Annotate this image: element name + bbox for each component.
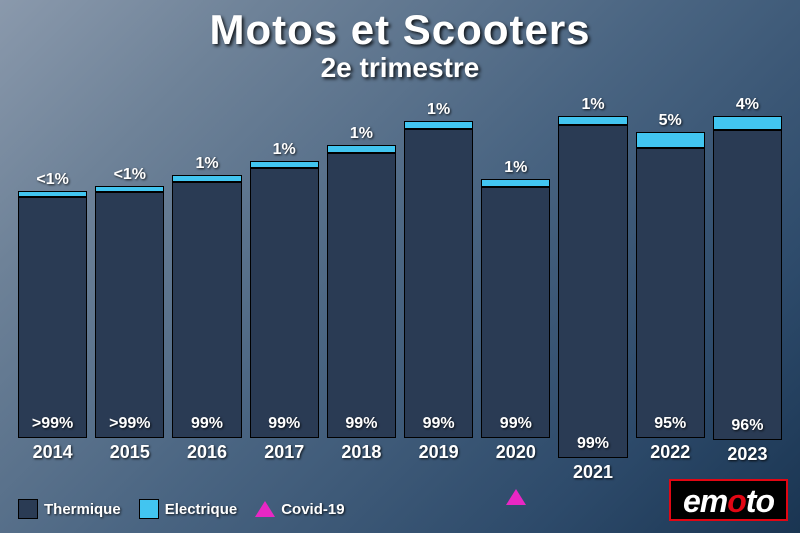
bar-col-2018: 1% 99% 2018 xyxy=(327,96,396,463)
bar-col-2020: 1% 99% 2020 xyxy=(481,96,550,463)
thermique-pct-label: 99% xyxy=(191,415,223,437)
chart-title: Motos et Scooters xyxy=(0,0,800,54)
triangle-icon xyxy=(255,501,275,517)
bar-segment-electrique xyxy=(636,132,705,148)
year-label: 2019 xyxy=(419,442,459,463)
electric-pct-label: 1% xyxy=(481,159,550,177)
covid-marker-icon xyxy=(506,489,526,505)
thermique-pct-label: 99% xyxy=(577,435,609,457)
electric-pct-label: 1% xyxy=(404,101,473,119)
bar-segment-electrique xyxy=(327,145,396,153)
year-label: 2021 xyxy=(573,462,613,483)
bar-wrap: 1% 99% xyxy=(404,96,473,438)
thermique-pct-label: 96% xyxy=(731,417,763,439)
logo-o: o xyxy=(727,483,746,519)
thermique-pct-label: 99% xyxy=(268,415,300,437)
bars-container: <1% >99% 2014 <1% >99% 2015 1% 99% 2016 1% 99% 2017… xyxy=(18,96,782,463)
bar-col-2019: 1% 99% 2019 xyxy=(404,96,473,463)
year-label: 2015 xyxy=(110,442,150,463)
bar-segment-thermique: >99% xyxy=(95,192,164,438)
year-label: 2023 xyxy=(727,444,767,465)
bar-col-2021: 1%99%2021 xyxy=(558,96,627,463)
legend: Thermique Electrique Covid-19 xyxy=(18,499,345,519)
swatch-icon xyxy=(139,499,159,519)
thermique-pct-label: >99% xyxy=(109,415,150,437)
bar-segment-electrique xyxy=(250,161,319,168)
bar-col-2014: <1% >99% 2014 xyxy=(18,96,87,463)
bar-segment-electrique xyxy=(713,116,782,130)
electric-pct-label: <1% xyxy=(95,166,164,184)
bar-col-2022: 5% 95% 2022 xyxy=(636,96,705,463)
electric-pct-label: <1% xyxy=(18,171,87,189)
thermique-pct-label: 99% xyxy=(423,415,455,437)
bar-col-2016: 1% 99% 2016 xyxy=(172,96,241,463)
bar-segment-electrique xyxy=(481,179,550,187)
bar-segment-thermique: 99% xyxy=(250,168,319,438)
thermique-pct-label: 99% xyxy=(345,415,377,437)
logo-pre: em xyxy=(683,483,727,519)
year-label: 2016 xyxy=(187,442,227,463)
bar-wrap: 4% 96% xyxy=(713,96,782,440)
year-label: 2018 xyxy=(341,442,381,463)
logo-text: emoto xyxy=(683,483,774,519)
bar-col-2015: <1% >99% 2015 xyxy=(95,96,164,463)
bar-segment-thermique: 95% xyxy=(636,148,705,438)
electric-pct-label: 1% xyxy=(558,96,627,114)
year-label: 2020 xyxy=(496,442,536,463)
electric-pct-label: 1% xyxy=(250,141,319,159)
electric-pct-label: 4% xyxy=(713,96,782,114)
bar-segment-electrique xyxy=(172,175,241,182)
bar-segment-thermique: 99% xyxy=(327,153,396,438)
bar-wrap: <1% >99% xyxy=(18,96,87,438)
bar-col-2023: 4% 96% 2023 xyxy=(713,96,782,463)
legend-item-covid: Covid-19 xyxy=(255,501,344,518)
legend-item-electrique: Electrique xyxy=(139,499,238,519)
bar-wrap: 1% 99% xyxy=(327,96,396,438)
bar-wrap: 5% 95% xyxy=(636,96,705,438)
bar-segment-thermique: 99% xyxy=(172,182,241,438)
chart-area: <1% >99% 2014 <1% >99% 2015 1% 99% 2016 1% 99% 2017… xyxy=(18,96,782,463)
bar-segment-electrique xyxy=(558,116,627,125)
year-label: 2017 xyxy=(264,442,304,463)
legend-label: Covid-19 xyxy=(281,501,344,518)
electric-pct-label: 1% xyxy=(172,155,241,173)
year-label: 2014 xyxy=(33,442,73,463)
bar-wrap: 1% 99% xyxy=(481,96,550,438)
swatch-icon xyxy=(18,499,38,519)
logo-post: to xyxy=(746,483,774,519)
bar-segment-thermique: 99% xyxy=(558,125,627,458)
thermique-pct-label: >99% xyxy=(32,415,73,437)
legend-label: Thermique xyxy=(44,501,121,518)
logo-emoto: emoto xyxy=(669,479,788,521)
electric-pct-label: 5% xyxy=(636,112,705,130)
bar-wrap: 1% 99% xyxy=(558,96,627,458)
legend-item-thermique: Thermique xyxy=(18,499,121,519)
chart-subtitle: 2e trimestre xyxy=(0,52,800,84)
bar-wrap: 1% 99% xyxy=(250,96,319,438)
bar-segment-thermique: 96% xyxy=(713,130,782,439)
bar-wrap: 1% 99% xyxy=(172,96,241,438)
year-label: 2022 xyxy=(650,442,690,463)
bar-segment-thermique: >99% xyxy=(18,197,87,438)
bar-wrap: <1% >99% xyxy=(95,96,164,438)
bar-col-2017: 1% 99% 2017 xyxy=(250,96,319,463)
bar-segment-thermique: 99% xyxy=(481,187,550,438)
thermique-pct-label: 95% xyxy=(654,415,686,437)
bar-segment-electrique xyxy=(404,121,473,129)
thermique-pct-label: 99% xyxy=(500,415,532,437)
legend-label: Electrique xyxy=(165,501,238,518)
bar-segment-thermique: 99% xyxy=(404,129,473,438)
electric-pct-label: 1% xyxy=(327,125,396,143)
